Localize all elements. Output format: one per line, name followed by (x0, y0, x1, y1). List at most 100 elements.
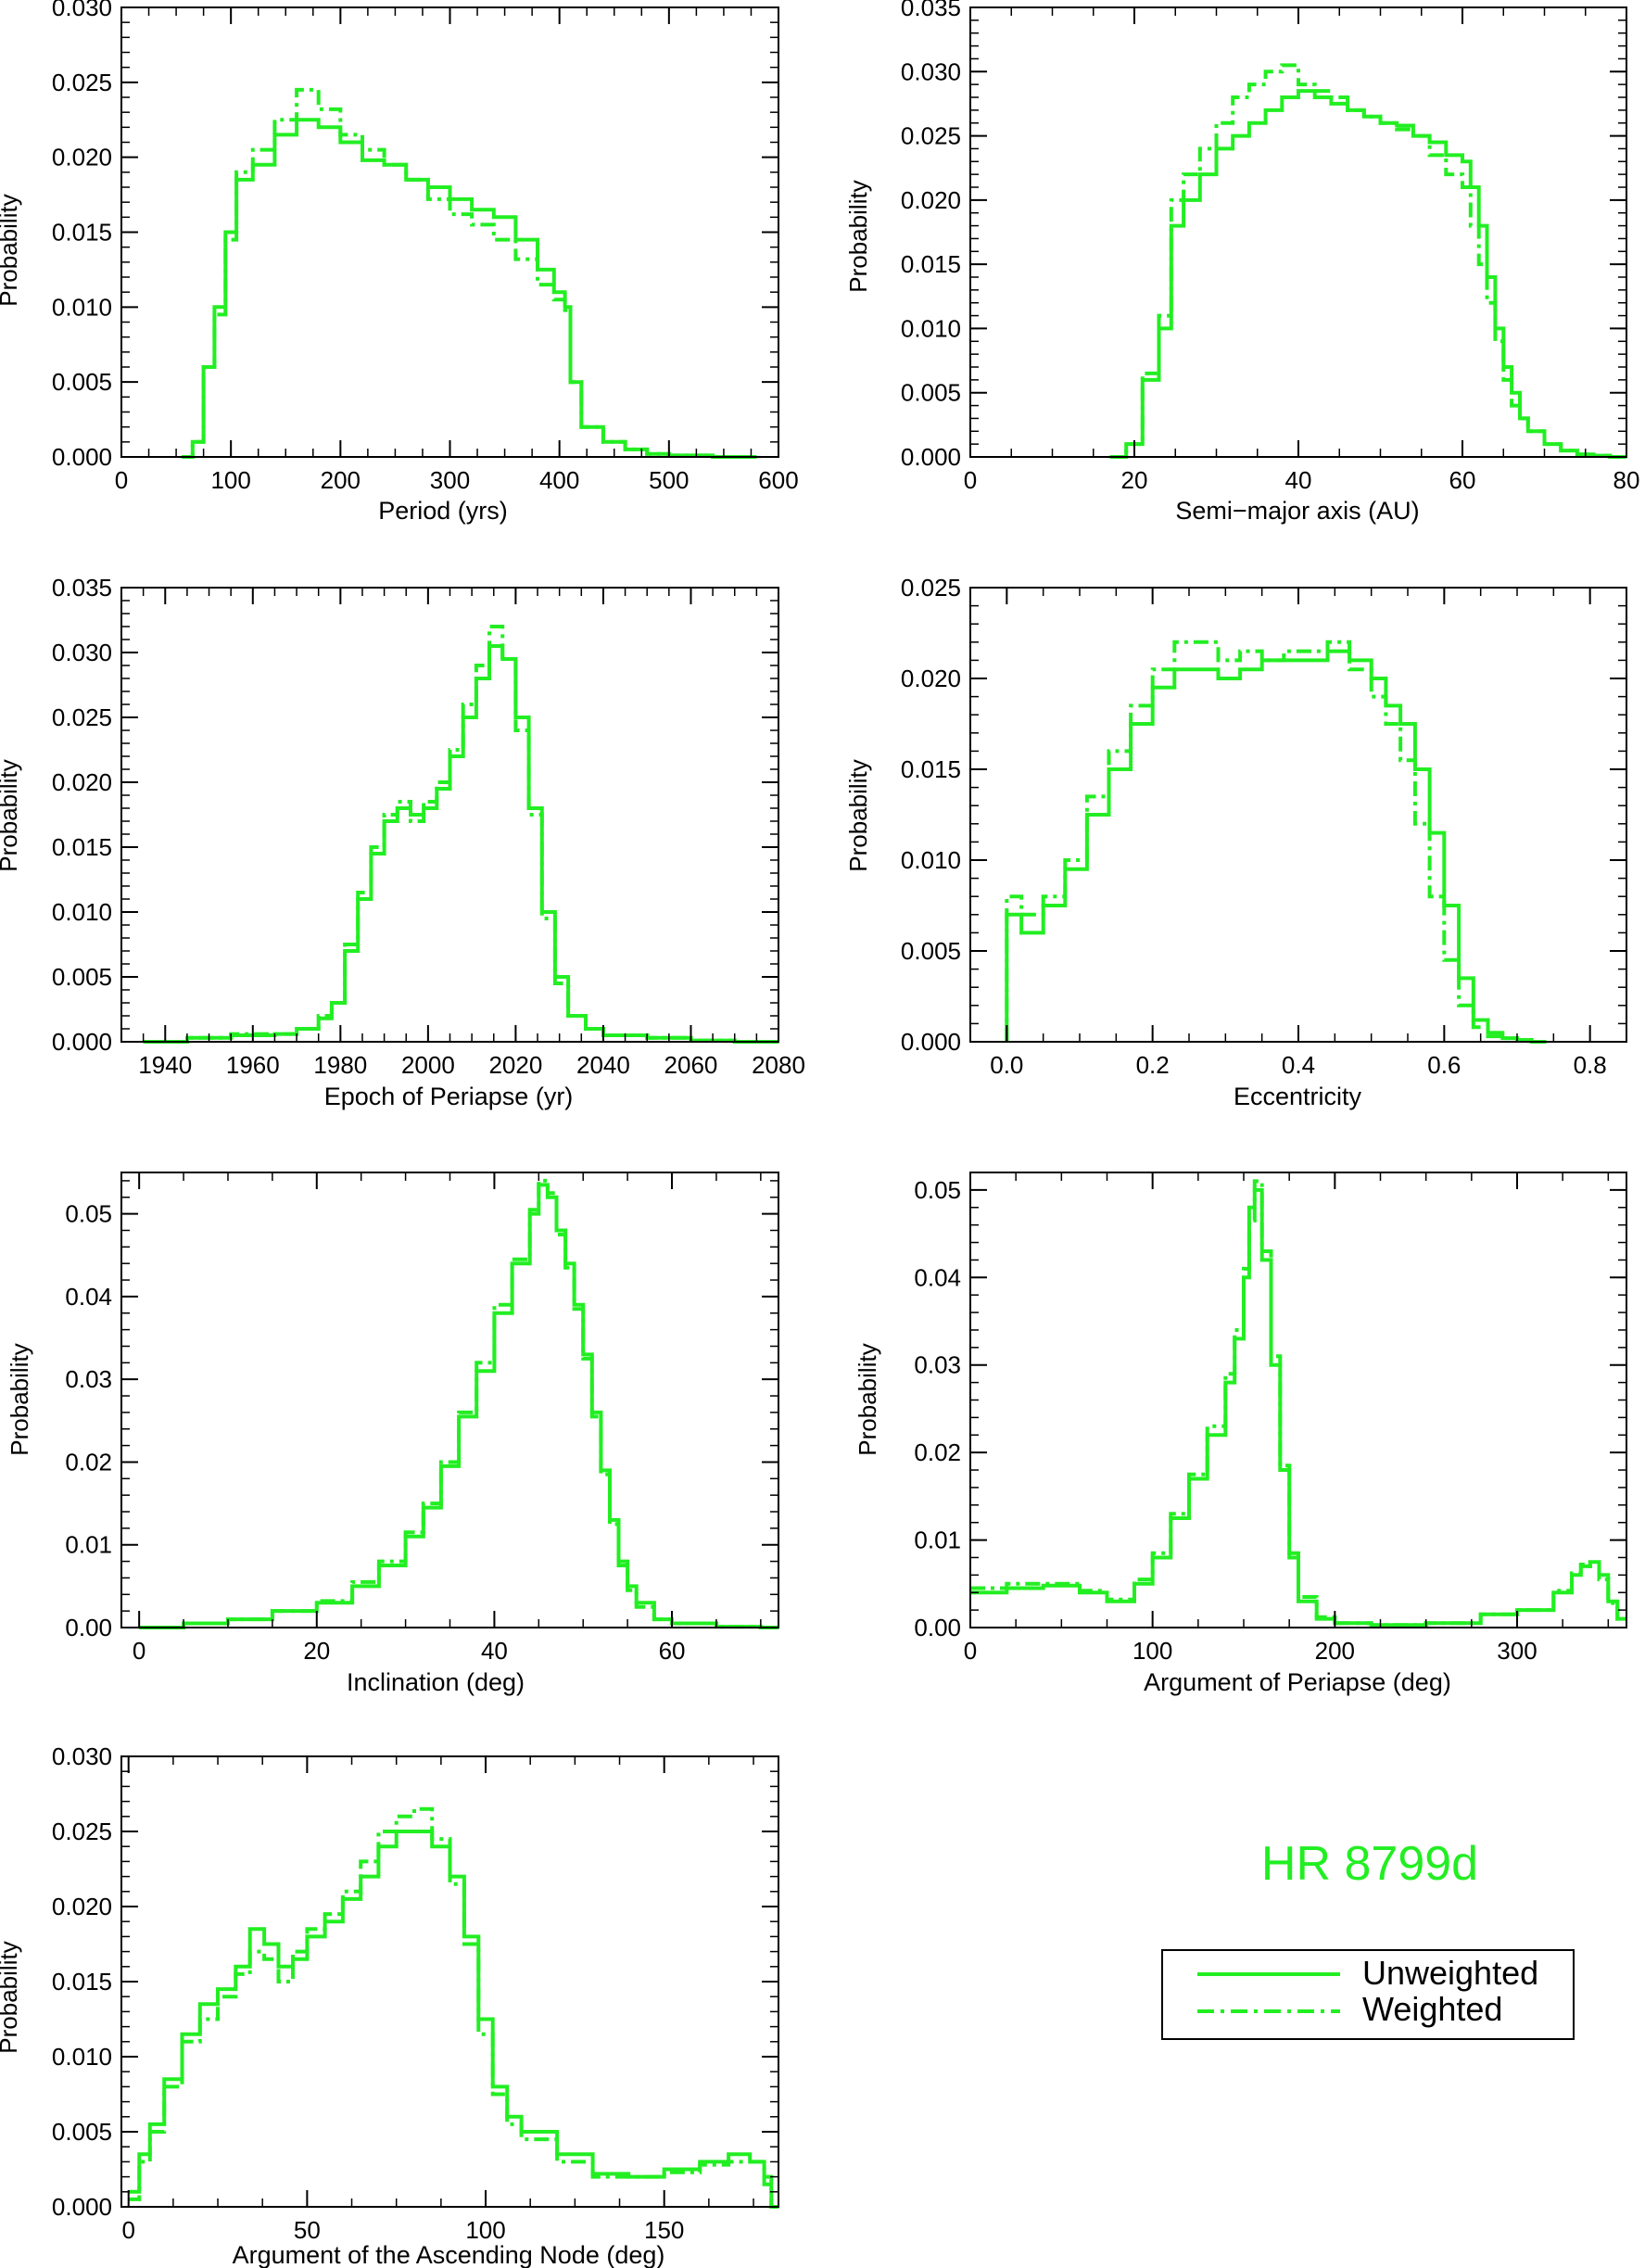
epoch-xtick-label: 2020 (488, 1051, 542, 1079)
period-ytick-label: 0.020 (52, 144, 112, 171)
semimajor-xtick-label: 20 (1121, 466, 1148, 494)
ascnode-panel: Probability Argument of the Ascending No… (0, 1742, 779, 2268)
epoch-xtick-label: 2060 (664, 1051, 718, 1079)
ascnode-ytick-label: 0.015 (52, 1968, 112, 1996)
argperiapse-xtick-label: 300 (1497, 1637, 1537, 1665)
epoch-xlabel: Epoch of Periapse (yr) (324, 1083, 574, 1110)
eccentricity-ytick-label: 0.005 (901, 937, 961, 965)
eccentricity-ytick-label: 0.010 (901, 846, 961, 874)
semimajor-xtick-label: 40 (1285, 466, 1312, 494)
ascnode-xtick-label: 0 (121, 2216, 134, 2244)
epoch-ytick-label: 0.010 (52, 898, 112, 926)
epoch-xtick-label: 2040 (576, 1051, 630, 1079)
semimajor-ytick-label: 0.010 (901, 314, 961, 342)
argperiapse-xtick-label: 100 (1133, 1637, 1172, 1665)
semimajor-xtick-label: 60 (1449, 466, 1476, 494)
eccentricity-xtick-label: 0.4 (1282, 1051, 1315, 1079)
argperiapse-ytick-label: 0.01 (914, 1527, 961, 1554)
inclination-ytick-label: 0.04 (65, 1283, 112, 1311)
inclination-xtick-label: 40 (481, 1637, 508, 1665)
epoch-xtick-label: 2000 (401, 1051, 455, 1079)
period-xtick-label: 600 (758, 466, 798, 494)
period-ytick-label: 0.030 (52, 0, 112, 21)
ascnode-ytick-label: 0.000 (52, 2193, 112, 2221)
epoch-ytick-label: 0.030 (52, 639, 112, 666)
eccentricity-ytick-label: 0.025 (901, 574, 961, 602)
period-ylabel: Probability (0, 194, 22, 306)
inclination-ytick-label: 0.00 (65, 1614, 112, 1641)
period-xtick-label: 400 (539, 466, 579, 494)
inclination-ytick-label: 0.02 (65, 1448, 112, 1476)
period-ytick-label: 0.010 (52, 293, 112, 321)
eccentricity-xtick-label: 0.8 (1574, 1051, 1607, 1079)
ascnode-ytick-label: 0.025 (52, 1818, 112, 1845)
period-ytick-label: 0.000 (52, 443, 112, 471)
epoch-ylabel: Probability (0, 759, 22, 871)
semimajor-xtick-label: 80 (1613, 466, 1640, 494)
ascnode-xlabel: Argument of the Ascending Node (deg) (233, 2241, 665, 2268)
eccentricity-ytick-label: 0.015 (901, 755, 961, 783)
legend: Unweighted Weighted (1161, 1949, 1575, 2040)
argperiapse-ytick-label: 0.04 (914, 1263, 961, 1291)
eccentricity-ytick-label: 0.000 (901, 1028, 961, 1056)
period-ytick-label: 0.005 (52, 368, 112, 396)
ascnode-series-weighted (128, 1806, 778, 2209)
semimajor-ylabel: Probability (844, 180, 872, 292)
period-xlabel: Period (yrs) (378, 497, 508, 525)
epoch-ytick-label: 0.005 (52, 963, 112, 991)
epoch-xtick-label: 2080 (752, 1051, 805, 1079)
epoch-panel: Probability Epoch of Periapse (yr) 1940 1… (0, 574, 805, 1110)
semimajor-series-weighted (1109, 63, 1626, 459)
epoch-ytick-label: 0.025 (52, 703, 112, 731)
eccentricity-series-weighted (1005, 640, 1547, 1044)
argperiapse-ytick-label: 0.03 (914, 1351, 961, 1379)
legend-label-weighted: Weighted (1362, 1990, 1502, 2028)
semimajor-ytick-label: 0.020 (901, 186, 961, 214)
argperiapse-xtick-label: 200 (1315, 1637, 1355, 1665)
semimajor-ytick-label: 0.035 (901, 0, 961, 21)
inclination-ytick-label: 0.03 (65, 1365, 112, 1393)
inclination-ytick-label: 0.05 (65, 1200, 112, 1228)
inclination-ylabel: Probability (6, 1343, 33, 1455)
argperiapse-xtick-label: 0 (964, 1637, 977, 1665)
ascnode-ytick-label: 0.010 (52, 2043, 112, 2071)
period-ytick-label: 0.025 (52, 69, 112, 96)
eccentricity-panel: Probability Eccentricity 0.0 0.2 0.4 0.6 0.8… (844, 574, 1627, 1110)
argperiapse-panel: Probability Argument of Periapse (deg) 0… (854, 1172, 1627, 1696)
ascnode-xtick-label: 50 (294, 2216, 321, 2244)
ascnode-ytick-label: 0.005 (52, 2118, 112, 2146)
semimajor-ytick-label: 0.005 (901, 379, 961, 407)
epoch-ytick-label: 0.020 (52, 768, 112, 796)
ascnode-xtick-label: 150 (644, 2216, 684, 2244)
eccentricity-ylabel: Probability (844, 759, 872, 871)
inclination-series-unweighted (139, 1183, 778, 1629)
epoch-xtick-label: 1960 (226, 1051, 280, 1079)
epoch-ytick-label: 0.035 (52, 574, 112, 602)
semimajor-ytick-label: 0.015 (901, 250, 961, 278)
inclination-ytick-label: 0.01 (65, 1531, 112, 1559)
epoch-ytick-label: 0.015 (52, 833, 112, 861)
inclination-xlabel: Inclination (deg) (347, 1668, 525, 1696)
argperiapse-ytick-label: 0.05 (914, 1176, 961, 1204)
epoch-xtick-label: 1980 (313, 1051, 367, 1079)
argperiapse-ytick-label: 0.02 (914, 1438, 961, 1466)
semimajor-xtick-label: 0 (964, 466, 977, 494)
period-series-weighted (182, 87, 757, 459)
eccentricity-xtick-label: 0.0 (990, 1051, 1023, 1079)
epoch-series-weighted (143, 625, 778, 1044)
period-xtick-label: 0 (115, 466, 128, 494)
argperiapse-ytick-label: 0.00 (914, 1614, 961, 1641)
ascnode-ytick-label: 0.020 (52, 1893, 112, 1920)
eccentricity-xlabel: Eccentricity (1234, 1083, 1362, 1110)
period-ytick-label: 0.015 (52, 219, 112, 247)
semimajor-xlabel: Semi−major axis (AU) (1175, 497, 1419, 525)
ascnode-ytick-label: 0.030 (52, 1742, 112, 1770)
legend-box (1161, 1949, 1575, 2040)
inclination-xtick-label: 20 (303, 1637, 330, 1665)
inclination-xtick-label: 0 (133, 1637, 146, 1665)
eccentricity-xtick-label: 0.2 (1136, 1051, 1170, 1079)
period-xtick-label: 500 (649, 466, 689, 494)
eccentricity-ytick-label: 0.020 (901, 665, 961, 692)
argperiapse-series-weighted (970, 1179, 1626, 1628)
